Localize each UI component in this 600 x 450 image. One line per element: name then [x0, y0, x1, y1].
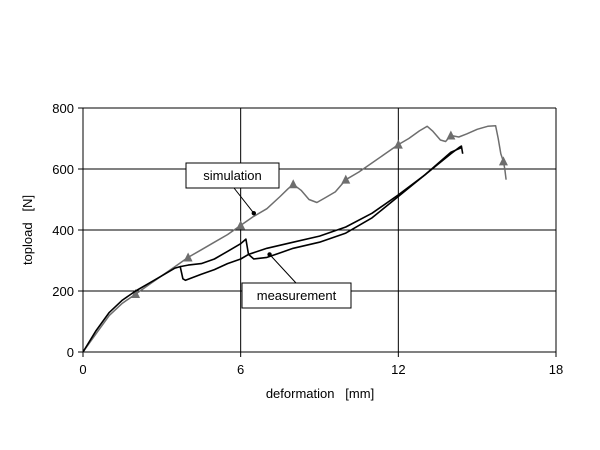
tick-labels: 0 6 12 18 0 200 400 600 800	[52, 101, 563, 377]
simulation-marker	[446, 130, 456, 140]
measurement-callout-leader	[269, 254, 297, 284]
simulation-marker	[183, 252, 193, 262]
simulation-series-line	[82, 124, 507, 353]
simulation-callout-box	[185, 162, 280, 189]
measurement-callout-label: measurement	[257, 288, 337, 303]
x-tick-label: 18	[549, 362, 563, 377]
measurement-series-branch	[180, 238, 250, 268]
measurement-callout-box	[241, 282, 352, 309]
x-tick-label: 12	[391, 362, 405, 377]
series-layer	[82, 124, 508, 353]
simulation-callout-label: simulation	[203, 168, 262, 183]
simulation-callout-leader	[233, 187, 255, 214]
simulation-marker	[393, 139, 403, 149]
simulation-marker	[236, 220, 246, 230]
callouts: simulation measurement	[185, 162, 352, 309]
y-tick-label: 400	[52, 223, 74, 238]
y-tick-label: 800	[52, 101, 74, 116]
x-axis-label: deformation [mm]	[266, 386, 374, 401]
simulation-marker	[498, 156, 508, 166]
measurement-callout-dot	[267, 252, 272, 257]
simulation-marker	[131, 289, 141, 299]
y-tick-label: 200	[52, 284, 74, 299]
x-tick-label: 0	[79, 362, 86, 377]
simulation-marker	[288, 179, 298, 189]
simulation-marker	[341, 174, 351, 184]
y-axis-label: topload [N]	[20, 195, 35, 265]
y-tick-label: 600	[52, 162, 74, 177]
x-tick-label: 6	[237, 362, 244, 377]
y-tick-label: 0	[67, 345, 74, 360]
grid	[78, 107, 557, 357]
simulation-callout-dot	[251, 211, 257, 216]
measurement-series-upper-branch	[248, 146, 462, 256]
